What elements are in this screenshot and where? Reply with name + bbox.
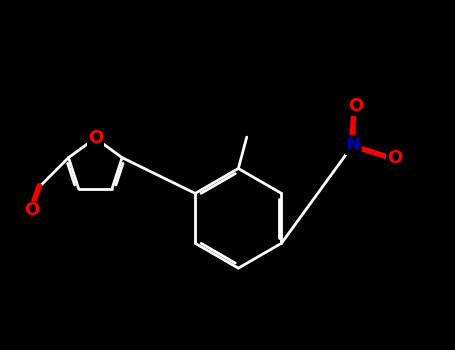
Text: O: O xyxy=(88,129,103,147)
Text: O: O xyxy=(348,97,363,115)
Text: O: O xyxy=(24,202,40,219)
Text: N: N xyxy=(346,136,361,154)
Text: O: O xyxy=(387,149,402,167)
